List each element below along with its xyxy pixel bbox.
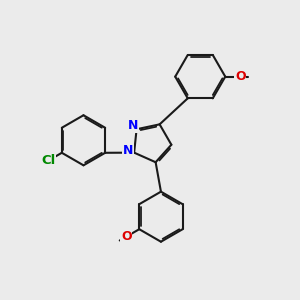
Text: O: O (121, 230, 132, 243)
Text: O: O (235, 70, 246, 83)
Text: N: N (123, 144, 134, 157)
Text: N: N (128, 119, 138, 132)
Text: Cl: Cl (41, 154, 55, 167)
